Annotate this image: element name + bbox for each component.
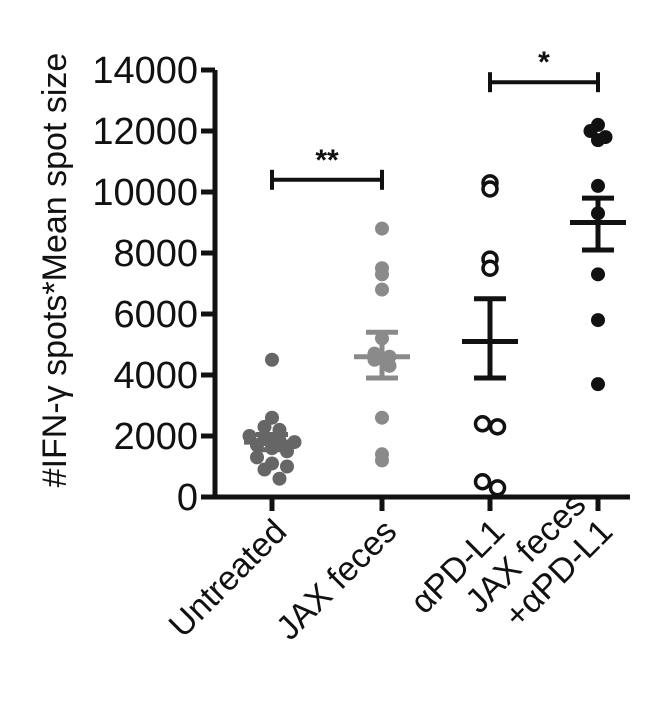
y-tick-label: 6000 — [113, 294, 198, 336]
data-point — [280, 459, 294, 474]
data-point — [375, 221, 389, 236]
data-point — [591, 313, 605, 328]
data-point — [257, 419, 272, 434]
y-tick-label: 12000 — [92, 111, 198, 153]
data-point — [375, 267, 389, 282]
data-point — [473, 473, 492, 491]
data-point — [257, 462, 272, 477]
y-tick-label: 4000 — [113, 355, 198, 397]
data-point — [375, 410, 389, 425]
x-tick-label: JAX feces — [269, 512, 404, 647]
data-point — [591, 267, 605, 282]
data-point — [382, 358, 397, 373]
data-point — [250, 450, 264, 465]
y-tick-label: 8000 — [113, 233, 198, 275]
y-tick-label: 2000 — [113, 416, 198, 458]
y-tick-label: 14000 — [92, 50, 198, 92]
y-tick-label: 10000 — [92, 172, 198, 214]
data-point — [375, 282, 389, 297]
data-point — [481, 259, 499, 277]
data-point — [481, 180, 499, 198]
data-point — [591, 377, 605, 392]
data-point — [375, 453, 389, 468]
data-point — [591, 178, 605, 193]
significance-label: * — [538, 46, 550, 79]
data-point — [488, 418, 507, 436]
axis-labels: 02000400060008000100001200014000Untreate… — [92, 46, 620, 647]
data-point — [272, 471, 287, 486]
data-marks — [242, 72, 626, 497]
data-point — [591, 133, 605, 148]
data-point — [265, 352, 279, 367]
y-axis-label: #IFN-γ spots*Mean spot size — [36, 53, 74, 488]
data-point — [473, 415, 492, 433]
data-point — [488, 479, 507, 497]
y-tick-label: 0 — [177, 477, 198, 519]
axes — [201, 67, 630, 511]
significance-label: ** — [315, 144, 339, 177]
